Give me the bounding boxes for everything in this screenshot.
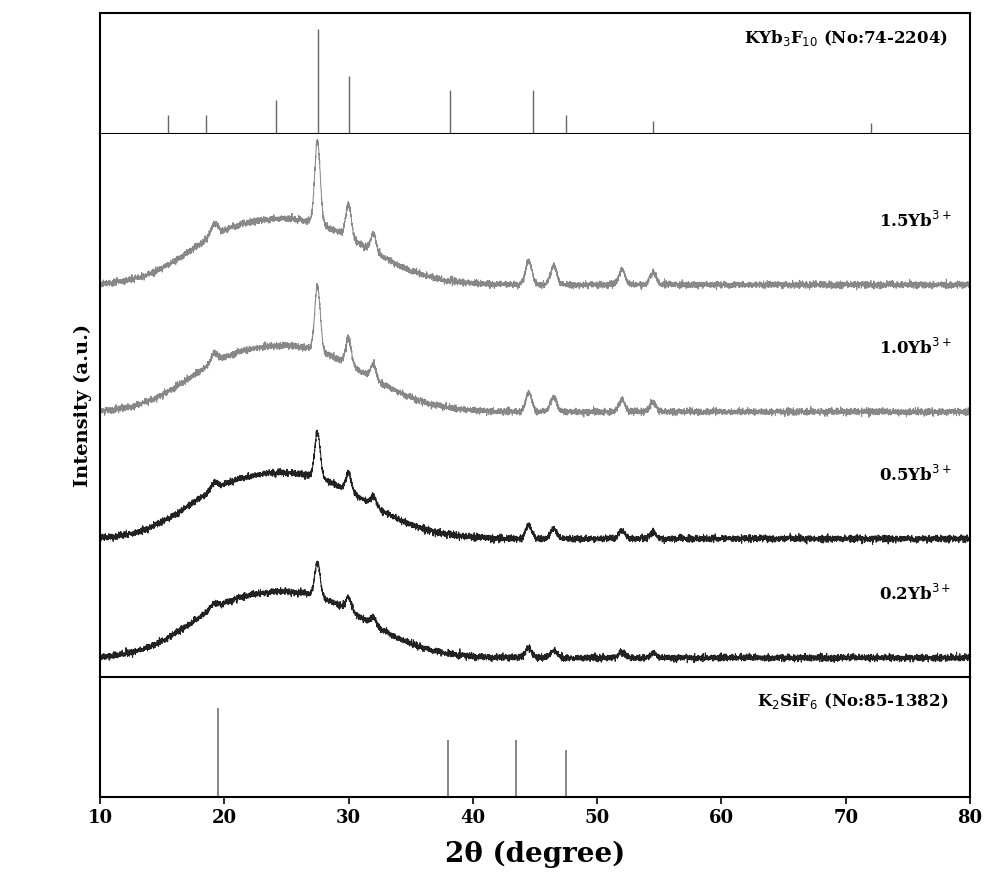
Text: 1.0Yb$^{3+}$: 1.0Yb$^{3+}$ (879, 338, 951, 358)
Text: K$_2$SiF$_6$ (No:85-1382): K$_2$SiF$_6$ (No:85-1382) (757, 691, 948, 711)
Text: 0.2Yb$^{3+}$: 0.2Yb$^{3+}$ (879, 584, 951, 604)
X-axis label: 2θ (degree): 2θ (degree) (445, 841, 625, 868)
Text: KYb$_3$F$_{10}$ (No:74-2204): KYb$_3$F$_{10}$ (No:74-2204) (744, 27, 948, 48)
Y-axis label: Intensity (a.u.): Intensity (a.u.) (73, 323, 92, 487)
Text: 1.5Yb$^{3+}$: 1.5Yb$^{3+}$ (879, 211, 951, 231)
Text: 0.5Yb$^{3+}$: 0.5Yb$^{3+}$ (879, 465, 951, 486)
